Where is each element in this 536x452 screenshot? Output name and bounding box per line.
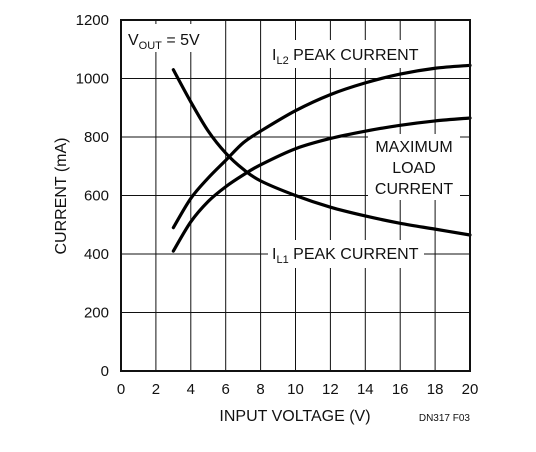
y-axis-title: CURRENT (mA) [53, 137, 70, 254]
y-tick-label: 200 [84, 305, 109, 322]
y-tick-label: 0 [101, 363, 109, 380]
x-tick-label: 8 [256, 381, 264, 398]
x-tick-label: 4 [187, 381, 195, 398]
max-load-label-line-1: MAXIMUM [375, 139, 452, 156]
condition-label: VOUT = 5V [128, 32, 200, 52]
x-tick-label: 6 [222, 381, 230, 398]
x-tick-label: 18 [427, 381, 444, 398]
max-load-label-line-3: CURRENT [375, 181, 453, 198]
y-tick-label: 800 [84, 129, 109, 146]
max-load-label-line-2: LOAD [392, 160, 436, 177]
plot-frame [120, 19, 471, 372]
il2-peak-current-label: IL2 PEAK CURRENT [272, 47, 419, 67]
il1-peak-current-label: IL1 PEAK CURRENT [272, 246, 419, 266]
x-tick-label: 2 [152, 381, 160, 398]
y-tick-label: 1000 [76, 71, 109, 88]
x-tick-label: 14 [357, 381, 374, 398]
x-tick-label: 20 [462, 381, 479, 398]
il2-label-bg [268, 40, 420, 68]
x-tick-label: 16 [392, 381, 409, 398]
series-maximum-load-current [171, 116, 472, 253]
il1-label-bg [268, 240, 424, 268]
max-load-label-bg [368, 134, 460, 200]
y-tick-label: 400 [84, 246, 109, 263]
series-lines [171, 63, 472, 253]
x-tick-label: 10 [287, 381, 304, 398]
x-axis-title: INPUT VOLTAGE (V) [219, 408, 370, 425]
y-tick-label: 600 [84, 188, 109, 205]
condition-label-bg [124, 24, 208, 52]
series-il1-peak-current [171, 68, 472, 237]
series-il2-peak-current [171, 63, 472, 230]
x-tick-label: 0 [117, 381, 125, 398]
y-tick-label: 1200 [76, 12, 109, 29]
y-tick-labels: 0 200 400 600 800 1000 1200 [76, 12, 109, 380]
figure-code: DN317 F03 [419, 413, 471, 424]
x-tick-label: 12 [322, 381, 339, 398]
x-tick-labels: 0 2 4 6 8 10 12 14 16 18 20 [117, 381, 479, 398]
